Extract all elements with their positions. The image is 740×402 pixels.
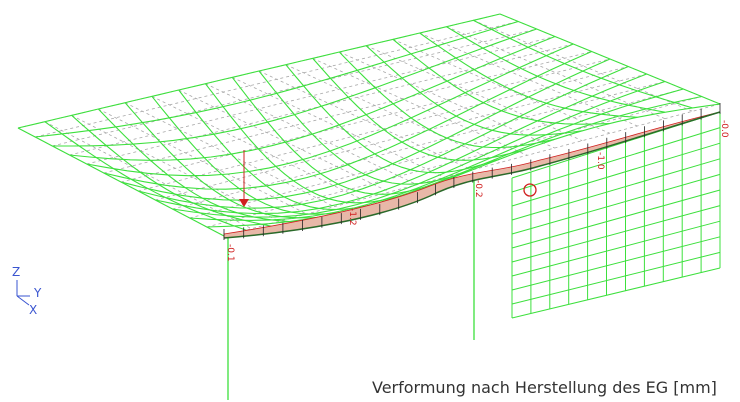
axis-label-z: Z (12, 265, 20, 279)
down-arrow-icon (239, 150, 249, 207)
wall-line (511, 142, 721, 207)
grid-line (52, 28, 537, 147)
mesh-line (120, 58, 611, 201)
grid-line (365, 45, 583, 142)
wall-line (511, 205, 721, 263)
columns (227, 180, 475, 400)
mesh-line (103, 50, 592, 190)
mesh-line (155, 73, 647, 215)
value-label: -1.2 (347, 208, 357, 226)
wall-line (511, 189, 721, 249)
mesh-line (204, 83, 418, 204)
deflection-fill (223, 111, 721, 239)
grid-line (172, 81, 666, 210)
wall-line (511, 127, 721, 193)
axis-gizmo: Z Y X (12, 265, 42, 317)
wall-line (511, 220, 721, 277)
mesh-line (365, 45, 583, 136)
circle-icon (523, 183, 537, 197)
deformed-mesh (17, 13, 721, 237)
mesh-line (172, 80, 666, 218)
value-label: -0.1 (225, 244, 235, 262)
mesh-line (35, 20, 519, 138)
value-label: -0.0 (719, 120, 729, 138)
grid-line (35, 21, 519, 138)
mesh-line (472, 19, 693, 109)
grid-line (120, 58, 611, 183)
mesh-line (206, 95, 702, 228)
axis-label-y: Y (33, 286, 42, 300)
wall-line (511, 236, 721, 291)
grid-line (69, 36, 556, 156)
value-label: -0.2 (473, 180, 483, 198)
undeformed-grid (17, 13, 721, 237)
wall-line (511, 158, 721, 221)
wall-line (511, 251, 721, 305)
wall-line (511, 267, 721, 319)
view-caption: Verformung nach Herstellung des EG [mm] (372, 378, 717, 397)
mesh-line (17, 13, 501, 129)
mesh-line (52, 28, 537, 147)
grid-line (44, 121, 252, 230)
deflection-line (223, 111, 721, 239)
grid-line (285, 64, 500, 164)
deflection-diagram (223, 103, 721, 240)
mesh-line (189, 88, 684, 221)
mesh-line (86, 43, 574, 177)
axis-label-x: X (29, 303, 37, 317)
grid-line (206, 96, 702, 228)
mesh-line (138, 65, 629, 209)
wall-line (511, 173, 721, 235)
grid-line (189, 88, 684, 219)
deflection-ticks (223, 103, 721, 240)
value-label: -1.0 (595, 152, 605, 170)
mesh-line (69, 35, 556, 161)
